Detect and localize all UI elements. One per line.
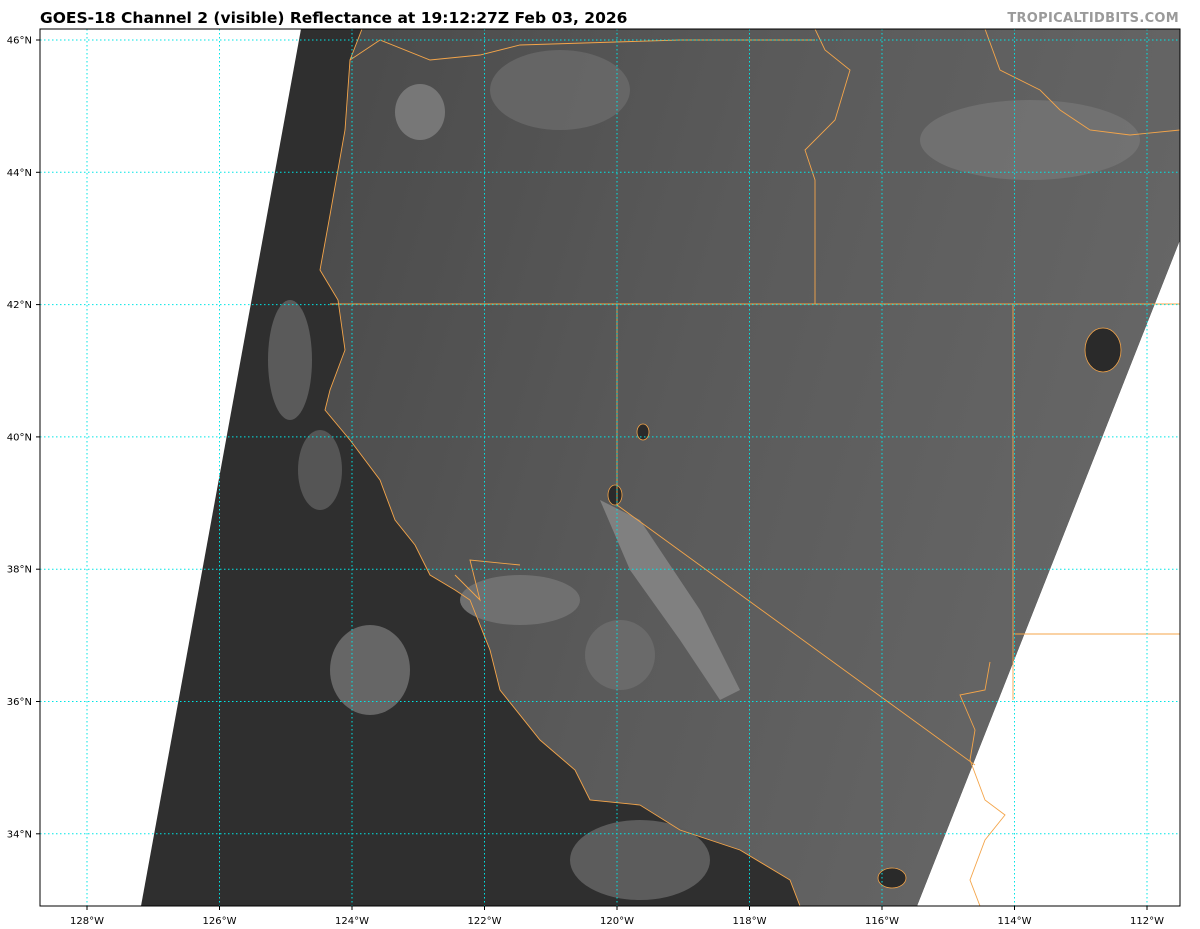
watermark: TROPICALTIDBITS.COM	[1007, 11, 1179, 26]
great-salt-lake	[1084, 327, 1122, 373]
coastline	[319, 29, 801, 906]
land-area	[320, 29, 1180, 906]
lon-label: 126°W	[203, 916, 237, 927]
id-mt-border	[984, 29, 1180, 136]
colorado-river	[959, 661, 1006, 906]
lon-label: 114°W	[998, 916, 1032, 927]
lat-label: 36°N	[7, 697, 32, 708]
sf-bay	[454, 559, 521, 602]
cloud	[395, 84, 445, 140]
lat-label: 44°N	[7, 168, 32, 179]
lon-label: 120°W	[600, 916, 634, 927]
lat-label: 40°N	[7, 432, 32, 443]
cloud	[268, 300, 312, 420]
lon-label: 124°W	[335, 916, 369, 927]
lon-label: 128°W	[70, 916, 104, 927]
lon-label: 116°W	[865, 916, 899, 927]
cloud	[330, 625, 410, 715]
lon-label: 112°W	[1130, 916, 1164, 927]
lake-tahoe	[607, 484, 623, 506]
cloud	[920, 100, 1140, 180]
plot-frame	[39, 28, 1181, 907]
salton-sea	[877, 867, 907, 889]
sierra-snow	[600, 500, 740, 700]
lake	[636, 423, 650, 441]
state-border-or-id	[804, 29, 851, 304]
lat-label: 46°N	[7, 36, 32, 47]
lon-label: 122°W	[468, 916, 502, 927]
cloud	[585, 620, 655, 690]
cloud	[490, 50, 630, 130]
lon-label: 118°W	[733, 916, 767, 927]
cloud	[298, 430, 342, 510]
lat-label: 34°N	[7, 829, 32, 840]
cloud	[570, 820, 710, 900]
cloud	[460, 575, 580, 625]
map-title: GOES-18 Channel 2 (visible) Reflectance …	[40, 9, 628, 27]
lat-label: 38°N	[7, 565, 32, 576]
lat-label: 42°N	[7, 300, 32, 311]
